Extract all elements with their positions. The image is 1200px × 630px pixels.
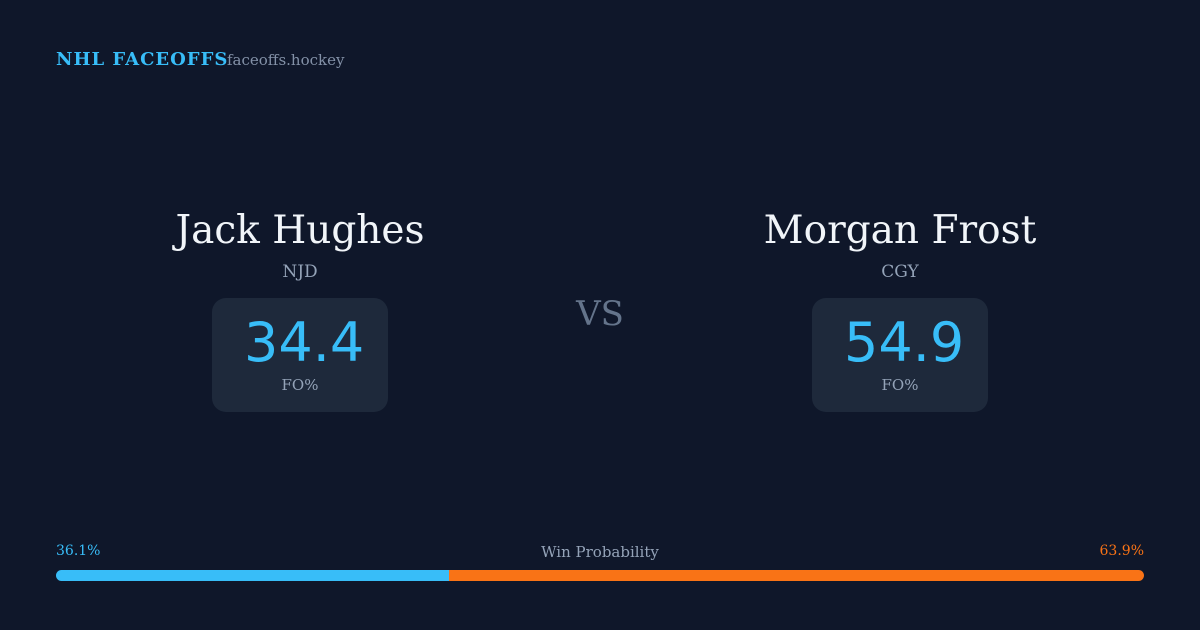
win-prob-segment bbox=[56, 570, 449, 581]
player-name: Jack Hughes bbox=[175, 208, 425, 253]
player-team: NJD bbox=[282, 262, 318, 282]
player-left: Jack Hughes NJD 34.4 FO% bbox=[50, 206, 550, 412]
win-prob-left: 36.1% bbox=[56, 543, 101, 559]
fo-value: 54.9 bbox=[844, 311, 965, 374]
player-right: Morgan Frost CGY 54.9 FO% bbox=[650, 206, 1150, 412]
win-prob-label: Win Probability bbox=[541, 543, 659, 561]
fo-value: 34.4 bbox=[244, 311, 365, 374]
player-team: CGY bbox=[881, 262, 919, 282]
stat-card: 54.9 FO% bbox=[812, 298, 988, 412]
fo-label: FO% bbox=[281, 376, 319, 394]
stat-card: 34.4 FO% bbox=[212, 298, 388, 412]
fo-label: FO% bbox=[881, 376, 919, 394]
win-prob-bar bbox=[56, 570, 1144, 581]
site-link[interactable]: faceoffs.hockey bbox=[227, 51, 345, 69]
vs: VS bbox=[576, 294, 624, 334]
win-prob-segment bbox=[448, 570, 1144, 581]
brand: NHL FACEOFFS bbox=[56, 49, 229, 70]
player-name: Morgan Frost bbox=[763, 208, 1037, 253]
win-prob-right: 63.9% bbox=[1099, 543, 1144, 559]
